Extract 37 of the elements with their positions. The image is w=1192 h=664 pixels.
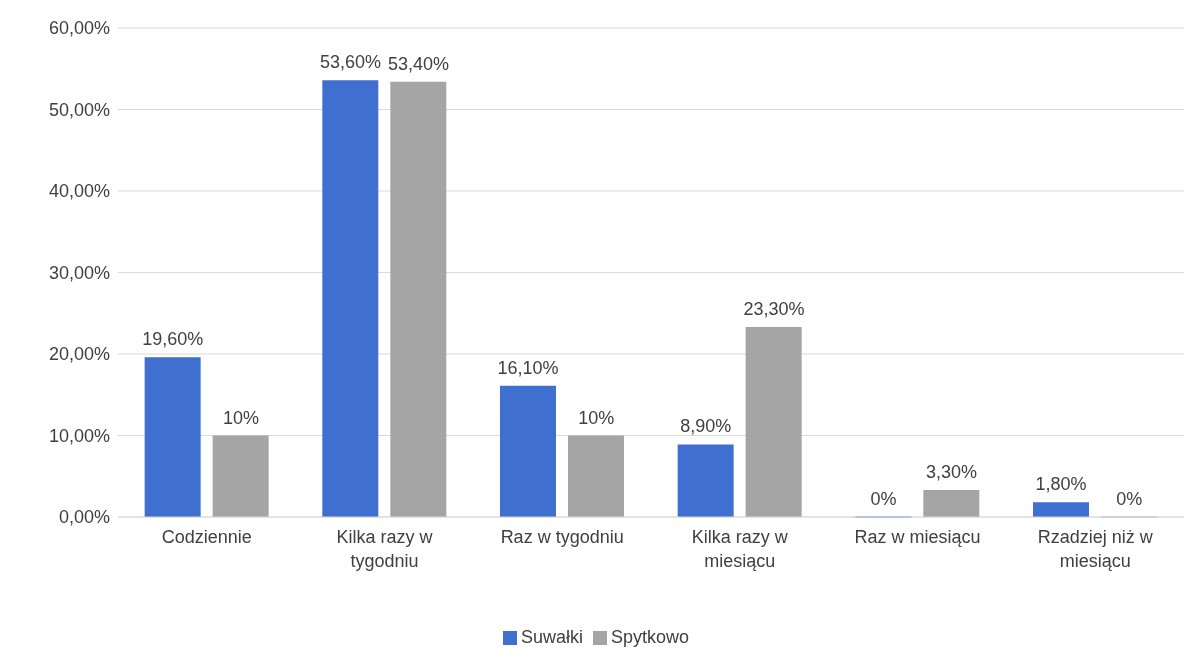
bar	[1032, 502, 1089, 517]
y-tick-label: 30,00%	[48, 262, 110, 283]
bar	[745, 327, 802, 517]
bar	[923, 490, 980, 517]
bar	[499, 385, 556, 517]
bar	[677, 444, 734, 517]
x-tick-label: Raz w miesiącu	[854, 527, 981, 547]
x-tick-label: Raz w tygodniu	[500, 527, 624, 547]
bar	[212, 435, 269, 517]
bar	[567, 435, 624, 517]
x-tick-label: Rzadziej niż w miesiącu	[1037, 527, 1154, 571]
bar	[322, 80, 379, 517]
data-label: 8,90%	[680, 416, 732, 437]
data-label: 10%	[222, 407, 259, 428]
data-label: 0%	[1116, 489, 1143, 509]
legend-label: Spytkowo	[610, 627, 690, 647]
data-label: 16,10%	[497, 357, 559, 378]
data-label: 1,80%	[1035, 474, 1087, 495]
y-tick-label: 60,00%	[48, 18, 110, 39]
data-label: 10%	[578, 407, 615, 428]
y-tick-label: 50,00%	[48, 99, 110, 120]
data-label: 0%	[870, 489, 897, 509]
data-label: 3,30%	[926, 462, 978, 483]
data-label: 19,60%	[142, 329, 204, 350]
x-tick-label: Codziennie	[161, 527, 252, 547]
y-tick-label: 20,00%	[48, 344, 110, 365]
data-label: 53,60%	[319, 52, 381, 73]
legend-label: Suwałki	[520, 627, 583, 647]
data-label: 23,30%	[743, 299, 805, 320]
bar	[144, 357, 201, 517]
y-tick-label: 40,00%	[48, 181, 110, 202]
data-label: 53,40%	[388, 53, 450, 74]
y-tick-label: 0,00%	[58, 507, 110, 528]
bar	[390, 81, 447, 517]
x-tick-label: Kilka razy w miesiącu	[691, 527, 789, 571]
x-tick-label: Kilka razy w tygodniu	[336, 527, 434, 571]
y-tick-label: 10,00%	[48, 425, 110, 446]
